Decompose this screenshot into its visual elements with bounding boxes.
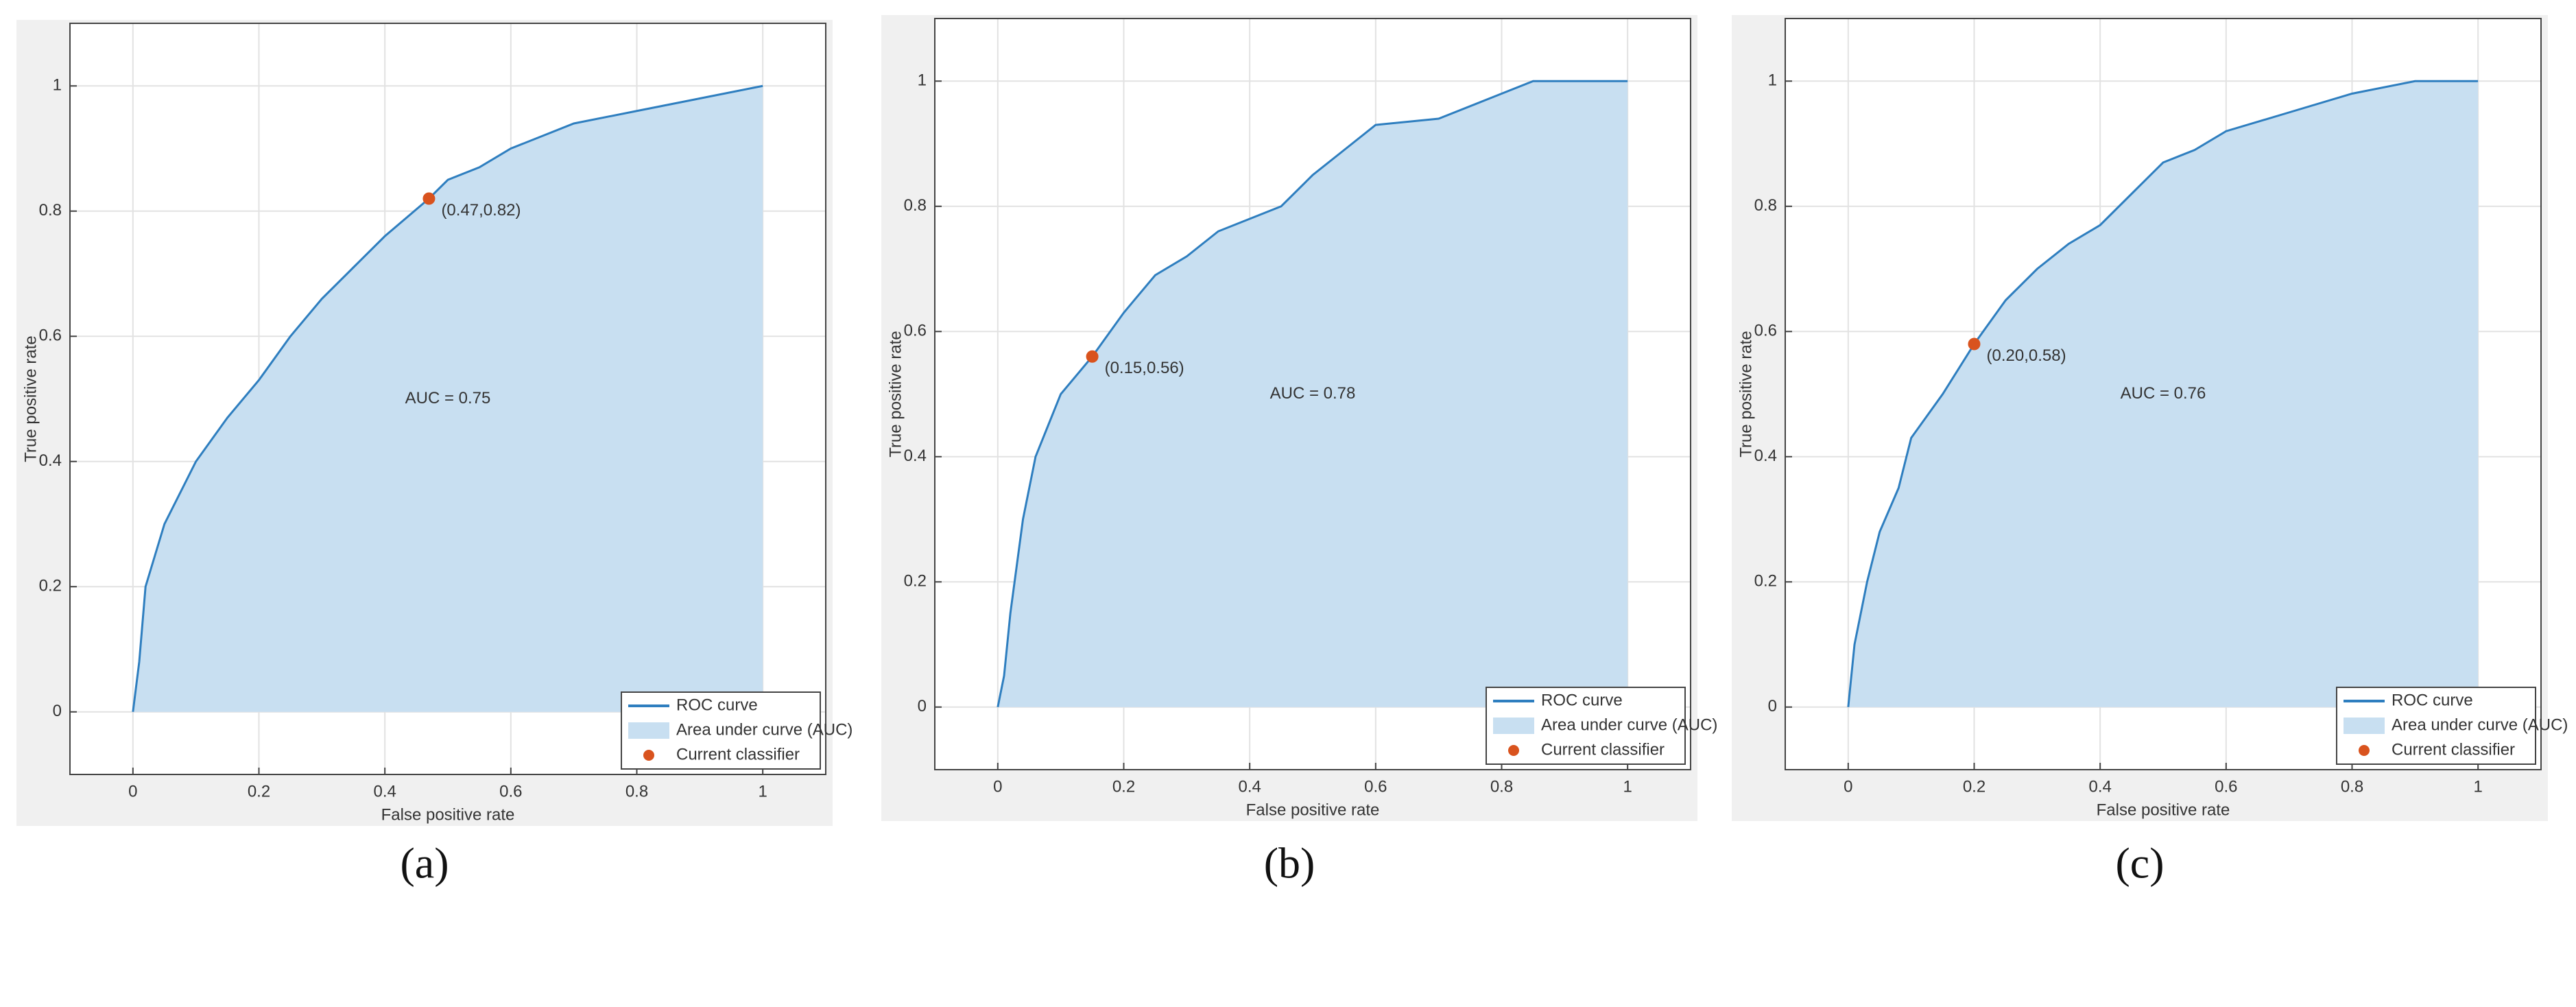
x-axis-label: False positive rate (2097, 801, 2230, 819)
y-tick-label: 0.2 (1754, 572, 1777, 591)
y-axis-label: True positive rate (886, 331, 905, 458)
y-axis-label: True positive rate (1737, 331, 1755, 458)
point-label: (0.15,0.56) (1105, 359, 1184, 377)
current-classifier (1086, 350, 1099, 363)
x-tick-label: 0.6 (2215, 777, 2237, 796)
legend-swatch (628, 722, 669, 739)
x-tick-label: 0.2 (1963, 777, 1985, 796)
y-tick-label: 0.2 (39, 577, 62, 595)
y-axis-label: True positive rate (21, 335, 40, 462)
y-tick-label: 1 (1768, 71, 1777, 90)
y-tick-label: 0.4 (39, 451, 62, 470)
roc-line (1847, 80, 2479, 707)
legend-label: Current classifier (2392, 740, 2515, 759)
auc-annotation: AUC = 0.78 (1270, 384, 1356, 403)
legend-label: Area under curve (AUC) (2392, 715, 2568, 734)
x-tick-label: 1 (2473, 777, 2482, 796)
x-tick-label: 0 (1844, 777, 1852, 796)
y-tick-label: 0.6 (904, 322, 927, 340)
x-tick-label: 0.2 (1112, 777, 1135, 796)
axes-frame (69, 23, 826, 775)
x-tick-label: 0.6 (499, 782, 522, 801)
current-classifier (1968, 337, 1981, 351)
y-tick-label: 0.4 (904, 447, 927, 465)
roc-line (997, 80, 1628, 708)
legend-label: Current classifier (1541, 740, 1665, 759)
x-tick-label: 1 (758, 782, 767, 801)
x-tick-label: 0 (128, 782, 137, 801)
x-tick-label: 0 (993, 777, 1002, 796)
x-tick-label: 0.8 (2341, 777, 2363, 796)
legend-label: ROC curve (676, 696, 758, 714)
point-label: (0.20,0.58) (1987, 346, 2066, 365)
x-tick-label: 0.2 (248, 782, 270, 801)
caption: (c) (2115, 839, 2164, 888)
legend-marker (1508, 745, 1519, 756)
y-tick-label: 0.8 (1754, 196, 1777, 215)
roc-line (132, 84, 763, 712)
legend-marker (2359, 745, 2370, 756)
auc-annotation: AUC = 0.76 (2121, 384, 2206, 403)
y-tick-label: 0.8 (904, 196, 927, 215)
y-tick-label: 0 (918, 697, 927, 715)
caption: (b) (1264, 839, 1315, 888)
y-tick-label: 0.6 (1754, 322, 1777, 340)
legend-label: Current classifier (676, 745, 800, 763)
auc-area (1848, 81, 2479, 707)
x-tick-label: 0.6 (1364, 777, 1387, 796)
x-axis-label: False positive rate (381, 805, 515, 824)
legend-label: ROC curve (1541, 691, 1623, 709)
y-tick-label: 0.4 (1754, 447, 1777, 465)
auc-annotation: AUC = 0.75 (405, 389, 491, 407)
legend-label: Area under curve (AUC) (1541, 715, 1717, 734)
auc-area (132, 86, 763, 712)
caption: (a) (400, 839, 449, 888)
y-tick-label: 0 (53, 702, 62, 720)
point-label: (0.47,0.82) (441, 201, 521, 220)
x-tick-label: 0.4 (2088, 777, 2111, 796)
y-tick-label: 0 (1768, 697, 1777, 715)
x-axis-label: False positive rate (1246, 801, 1380, 819)
legend-label: Area under curve (AUC) (676, 720, 852, 739)
y-tick-label: 0.6 (39, 327, 62, 345)
x-tick-label: 0.8 (1490, 777, 1513, 796)
x-tick-label: 0.8 (625, 782, 648, 801)
y-tick-label: 0.8 (39, 201, 62, 220)
x-tick-label: 1 (1623, 777, 1632, 796)
legend-label: ROC curve (2392, 691, 2473, 709)
axes-frame (1785, 18, 2542, 770)
x-tick-label: 0.4 (373, 782, 396, 801)
legend-swatch (1493, 718, 1534, 734)
x-tick-label: 0.4 (1238, 777, 1261, 796)
y-tick-label: 0.2 (904, 572, 927, 591)
y-tick-label: 1 (918, 71, 927, 90)
y-tick-label: 1 (53, 76, 62, 95)
auc-area (997, 81, 1628, 707)
legend-marker (643, 750, 654, 761)
axes-frame (934, 18, 1691, 770)
current-classifier (422, 192, 436, 205)
legend-swatch (2344, 718, 2385, 734)
